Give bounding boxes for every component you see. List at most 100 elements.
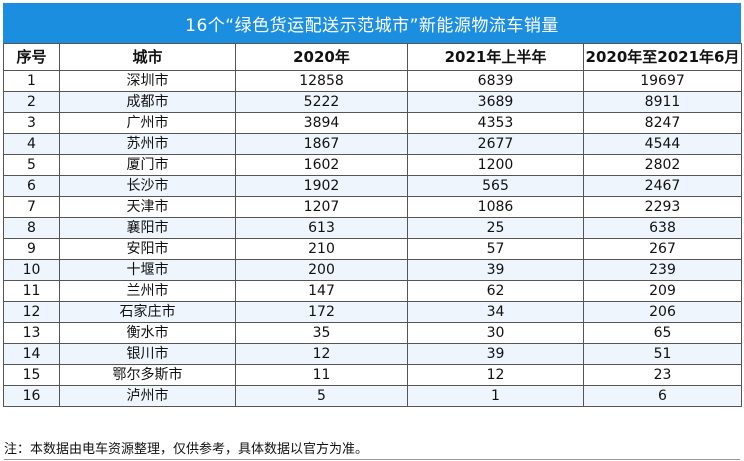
cell-total: 2467 xyxy=(583,175,742,197)
cell-total: 65 xyxy=(583,322,742,344)
cell-2021-h1: 57 xyxy=(407,238,584,260)
cell-2021-h1: 39 xyxy=(407,343,584,365)
header-city: 城市 xyxy=(59,43,236,71)
cell-2021-h1: 6839 xyxy=(407,70,584,92)
cell-total: 206 xyxy=(583,301,742,323)
cell-index: 6 xyxy=(3,175,60,197)
cell-2021-h1: 565 xyxy=(407,175,584,197)
table-row: 2 成都市 5222 3689 8911 xyxy=(3,91,742,113)
cell-index: 12 xyxy=(3,301,60,323)
cell-2021-h1: 34 xyxy=(407,301,584,323)
cell-city: 厦门市 xyxy=(59,154,236,176)
cell-index: 1 xyxy=(3,70,60,92)
cell-index: 10 xyxy=(3,259,60,281)
cell-index: 4 xyxy=(3,133,60,155)
sales-table: 序号 城市 2020年 2021年上半年 2020年至2021年6月 1 深圳市 1… xyxy=(3,43,742,407)
cell-city: 长沙市 xyxy=(59,175,236,197)
table-row: 16 泸州市 5 1 6 xyxy=(3,385,742,407)
cell-2021-h1: 4353 xyxy=(407,112,584,134)
header-2021-h1: 2021年上半年 xyxy=(407,43,584,71)
cell-index: 2 xyxy=(3,91,60,113)
table-row: 12 石家庄市 172 34 206 xyxy=(3,301,742,323)
cell-total: 2293 xyxy=(583,196,742,218)
cell-2021-h1: 1086 xyxy=(407,196,584,218)
cell-2021-h1: 3689 xyxy=(407,91,584,113)
table-row: 1 深圳市 12858 6839 19697 xyxy=(3,70,742,92)
cell-total: 267 xyxy=(583,238,742,260)
cell-city: 衡水市 xyxy=(59,322,236,344)
cell-2021-h1: 12 xyxy=(407,364,584,386)
cell-total: 209 xyxy=(583,280,742,302)
cell-total: 638 xyxy=(583,217,742,239)
cell-index: 14 xyxy=(3,343,60,365)
cell-index: 11 xyxy=(3,280,60,302)
header-2020: 2020年 xyxy=(235,43,408,71)
cell-2021-h1: 25 xyxy=(407,217,584,239)
table-body: 1 深圳市 12858 6839 19697 2 成都市 5222 3689 8911 3 广州市 38… xyxy=(3,70,742,407)
cell-index: 3 xyxy=(3,112,60,134)
cell-2020: 200 xyxy=(235,259,408,281)
cell-city: 泸州市 xyxy=(59,385,236,407)
cell-2021-h1: 30 xyxy=(407,322,584,344)
cell-index: 5 xyxy=(3,154,60,176)
cell-2020: 1602 xyxy=(235,154,408,176)
cell-city: 安阳市 xyxy=(59,238,236,260)
cell-city: 十堰市 xyxy=(59,259,236,281)
cell-index: 16 xyxy=(3,385,60,407)
cell-2021-h1: 62 xyxy=(407,280,584,302)
cell-index: 8 xyxy=(3,217,60,239)
cell-2020: 12 xyxy=(235,343,408,365)
cell-index: 9 xyxy=(3,238,60,260)
cell-city: 银川市 xyxy=(59,343,236,365)
cell-2021-h1: 1200 xyxy=(407,154,584,176)
footnote: 注：本数据由电车资源整理，仅供参考，具体数据以官方为准。 xyxy=(4,440,740,460)
table-row: 5 厦门市 1602 1200 2802 xyxy=(3,154,742,176)
cell-2020: 147 xyxy=(235,280,408,302)
cell-city: 石家庄市 xyxy=(59,301,236,323)
cell-total: 4544 xyxy=(583,133,742,155)
table-row: 4 苏州市 1867 2677 4544 xyxy=(3,133,742,155)
cell-2021-h1: 2677 xyxy=(407,133,584,155)
cell-city: 苏州市 xyxy=(59,133,236,155)
header-index: 序号 xyxy=(3,43,60,71)
cell-total: 51 xyxy=(583,343,742,365)
table-row: 3 广州市 3894 4353 8247 xyxy=(3,112,742,134)
cell-city: 兰州市 xyxy=(59,280,236,302)
cell-city: 天津市 xyxy=(59,196,236,218)
cell-2020: 1902 xyxy=(235,175,408,197)
table-title: 16个“绿色货运配送示范城市”新能源物流车销量 xyxy=(3,3,741,43)
cell-total: 23 xyxy=(583,364,742,386)
cell-city: 深圳市 xyxy=(59,70,236,92)
cell-city: 襄阳市 xyxy=(59,217,236,239)
table-row: 13 衡水市 35 30 65 xyxy=(3,322,742,344)
cell-index: 7 xyxy=(3,196,60,218)
header-row: 序号 城市 2020年 2021年上半年 2020年至2021年6月 xyxy=(3,43,742,71)
cell-2020: 3894 xyxy=(235,112,408,134)
cell-2020: 5 xyxy=(235,385,408,407)
cell-2020: 35 xyxy=(235,322,408,344)
cell-2021-h1: 39 xyxy=(407,259,584,281)
cell-2020: 172 xyxy=(235,301,408,323)
cell-2020: 1207 xyxy=(235,196,408,218)
cell-total: 239 xyxy=(583,259,742,281)
cell-2020: 12858 xyxy=(235,70,408,92)
cell-2020: 613 xyxy=(235,217,408,239)
cell-index: 15 xyxy=(3,364,60,386)
cell-2020: 210 xyxy=(235,238,408,260)
cell-total: 6 xyxy=(583,385,742,407)
cell-2020: 11 xyxy=(235,364,408,386)
cell-total: 19697 xyxy=(583,70,742,92)
table-row: 10 十堰市 200 39 239 xyxy=(3,259,742,281)
cell-index: 13 xyxy=(3,322,60,344)
cell-2020: 1867 xyxy=(235,133,408,155)
cell-total: 2802 xyxy=(583,154,742,176)
cell-total: 8247 xyxy=(583,112,742,134)
table-row: 6 长沙市 1902 565 2467 xyxy=(3,175,742,197)
cell-2020: 5222 xyxy=(235,91,408,113)
cell-city: 成都市 xyxy=(59,91,236,113)
table-row: 11 兰州市 147 62 209 xyxy=(3,280,742,302)
table-row: 14 银川市 12 39 51 xyxy=(3,343,742,365)
cell-city: 广州市 xyxy=(59,112,236,134)
cell-total: 8911 xyxy=(583,91,742,113)
